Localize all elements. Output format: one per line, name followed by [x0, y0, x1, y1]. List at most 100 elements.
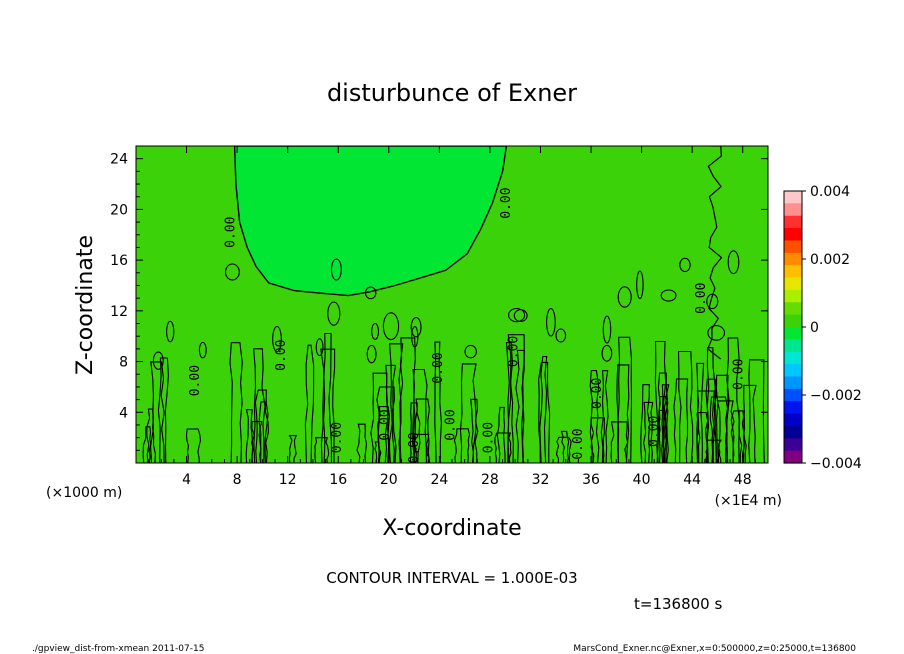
x-tick-label: 28	[481, 472, 499, 488]
contour-line	[515, 349, 525, 463]
x-tick-label: 40	[633, 472, 651, 488]
colorbar-swatch	[784, 228, 802, 242]
contour-blob	[224, 263, 240, 281]
colorbar: 0.004 0.002 0 −0.002 −0.004	[783, 184, 862, 472]
contour-line	[304, 344, 315, 463]
contour-blob	[727, 250, 740, 275]
contour-labels: 0.00 0.00 0.00 0.00 0.00 0.00 0.00 0.00 0.00 0.00…	[188, 187, 747, 463]
contour-line	[254, 389, 269, 463]
contour-value-label: 0.00	[378, 409, 393, 440]
contour-blob	[513, 309, 528, 323]
contour-value-label: 0.00	[499, 187, 514, 218]
footer-right: MarsCond_Exner.nc@Exner,x=0:500000,z=0:2…	[573, 644, 856, 654]
contour-blob	[366, 344, 377, 364]
contour-blob	[410, 317, 422, 338]
footer-left: ./gpview_dist-from-xmean 2011-07-15	[32, 644, 204, 654]
contour-line	[453, 428, 471, 463]
contour-line	[616, 364, 630, 463]
colorbar-tick-label: −0.002	[810, 388, 862, 404]
y-tick-label: 4	[119, 405, 128, 421]
contour-value-label: 0.00	[444, 409, 459, 440]
contour-line	[388, 343, 404, 463]
contour-line	[229, 342, 243, 463]
y-tick-label: 24	[110, 152, 128, 168]
contour-line	[398, 337, 416, 463]
contour-line	[715, 374, 729, 463]
contour-line	[716, 400, 735, 463]
contour-line	[560, 430, 570, 463]
contour-line	[150, 361, 165, 463]
contour-line	[412, 368, 428, 463]
contour-line	[696, 362, 705, 463]
contour-blob	[327, 301, 341, 326]
contour-value-label: 0.00	[694, 283, 709, 314]
colorbar-swatch	[784, 265, 802, 279]
contour-line	[748, 359, 765, 463]
colorbar-swatch	[784, 388, 802, 402]
contour-blob	[617, 286, 632, 308]
colorbar-tick-label: −0.004	[810, 456, 862, 472]
x-unit-left: (×1000 m)	[46, 485, 122, 501]
contour-value-label: 0.00	[188, 365, 203, 396]
x-tick-label: 32	[532, 472, 550, 488]
contour-line	[413, 398, 431, 463]
y-axis-ticks: 4 8 12 16 20 24	[110, 152, 768, 451]
contour-line	[157, 357, 169, 463]
contour-line	[656, 396, 668, 463]
contour-line	[142, 426, 152, 463]
x-tick-label: 20	[380, 472, 398, 488]
contour-line	[709, 396, 729, 463]
contour-value-label: 0.00	[507, 336, 522, 367]
colorbar-swatch	[784, 413, 802, 427]
contour-line	[590, 417, 605, 463]
contour-value-label: 0.00	[590, 378, 605, 409]
contour-line	[374, 441, 382, 463]
plot-area: 0.00 0.00 0.00 0.00 0.00 0.00 0.00 0.00 0.00 0.00…	[110, 145, 769, 488]
contour-line	[185, 428, 202, 463]
contour-blob	[679, 257, 691, 273]
chart-title: disturbunce of Exner	[327, 79, 577, 107]
contour-blob	[382, 312, 400, 341]
y-tick-label: 16	[110, 253, 128, 269]
contour-blob	[152, 351, 164, 370]
contour-line	[589, 370, 600, 463]
contour-line	[320, 348, 336, 463]
colorbar-swatch	[784, 215, 802, 229]
contour-line	[539, 355, 548, 463]
contour-value-label: 0.00	[647, 416, 662, 447]
x-tick-label: 8	[233, 472, 242, 488]
x-unit-right: (×1E4 m)	[715, 493, 782, 509]
contour-blob	[464, 344, 477, 359]
contour-line	[370, 372, 389, 463]
contour-value-label: 0.00	[224, 217, 239, 248]
colorbar-swatch	[784, 438, 802, 452]
contour-value-label: 0.00	[481, 422, 496, 453]
contour-line	[617, 336, 633, 463]
contour-line	[470, 398, 479, 463]
x-tick-label: 36	[582, 472, 600, 488]
contour-value-label: 0.00	[431, 352, 446, 383]
contour-blob	[166, 320, 175, 343]
contour-line	[412, 433, 430, 463]
colorbar-tick-label: 0.004	[810, 184, 850, 200]
colorbar-swatch	[784, 314, 802, 328]
contour-blob	[602, 315, 612, 344]
colorbar-swatch	[784, 277, 802, 291]
colorbar-swatch	[784, 376, 802, 390]
contour-blob	[707, 325, 726, 341]
contour-blob	[371, 322, 380, 340]
contour-line	[258, 401, 269, 463]
contour-line	[656, 409, 666, 463]
contour-value-label: 0.00	[330, 422, 345, 453]
contour-line	[434, 341, 442, 463]
x-axis-label: X-coordinate	[382, 516, 521, 541]
contour-value-label: 0.00	[407, 432, 422, 463]
contour-line	[600, 370, 609, 463]
colorbar-swatch	[784, 450, 802, 464]
contour-line	[376, 386, 395, 463]
colorbar-swatch	[784, 327, 802, 340]
contour-blob	[601, 344, 613, 362]
contour-line	[640, 384, 651, 463]
